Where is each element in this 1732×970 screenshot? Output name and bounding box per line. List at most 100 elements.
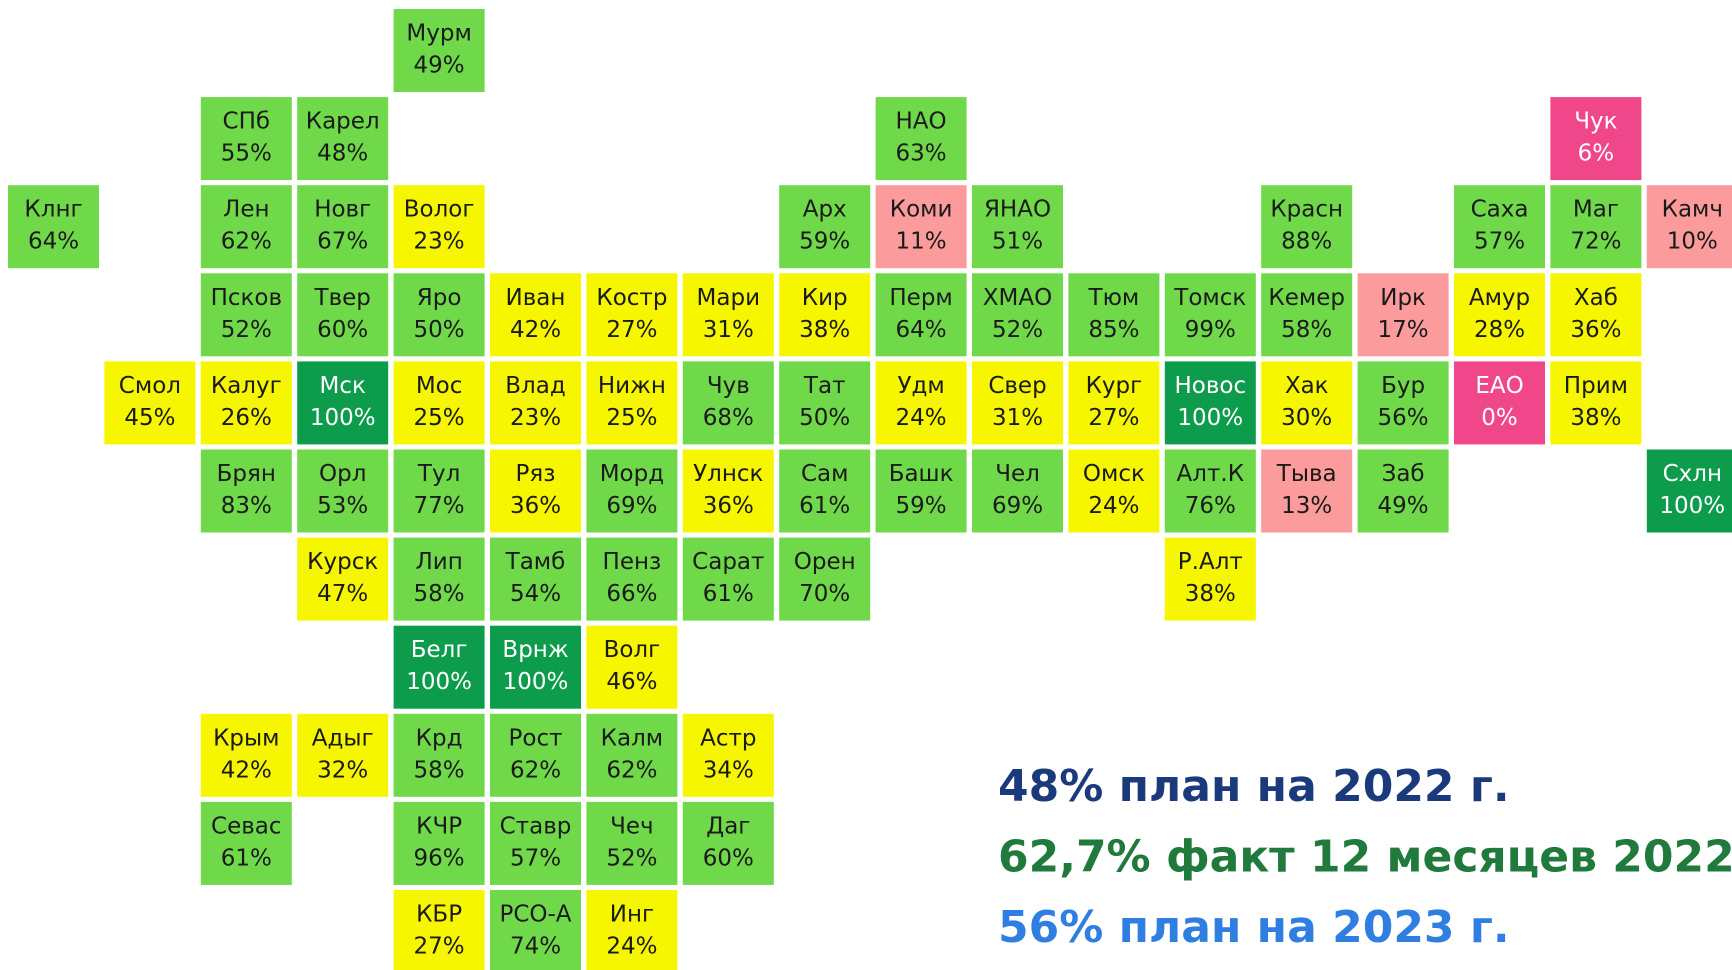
region-value: 58% (414, 757, 465, 783)
region-tile: Врнж 100% (490, 625, 581, 709)
region-tile: Новос 100% (1164, 361, 1256, 445)
tile-bg (1261, 273, 1353, 357)
tile-bg (972, 361, 1063, 445)
region-name: Даг (706, 813, 750, 839)
legend-note: 62,7% факт 12 месяцев 2022 г. (998, 832, 1732, 883)
tile-bg (1068, 361, 1160, 445)
region-tile: Камч 10% (1646, 185, 1732, 269)
region-value: 27% (1088, 405, 1139, 431)
region-tile: Влад 23% (490, 361, 581, 445)
region-tile: Инг 24% (586, 890, 678, 970)
region-tile: Улнск 36% (682, 449, 774, 533)
region-value: 64% (896, 317, 947, 343)
region-name: КЧР (416, 813, 462, 839)
region-tile: Курск 47% (297, 537, 389, 621)
region-tile: Ирк 17% (1357, 273, 1449, 357)
region-name: Псков (211, 285, 282, 311)
tile-bg (1261, 361, 1353, 445)
region-tile: Бур 56% (1357, 361, 1449, 445)
region-tile: Белг 100% (393, 625, 485, 709)
region-value: 50% (799, 405, 850, 431)
region-value: 62% (606, 757, 657, 783)
region-name: Астр (700, 725, 756, 751)
tile-bg (200, 801, 292, 885)
region-tile: Крым 42% (200, 713, 292, 797)
region-name: Прим (1564, 373, 1628, 399)
region-tile: Тат 50% (779, 361, 871, 445)
region-name: Тюм (1088, 285, 1140, 311)
region-name: Сам (801, 461, 849, 487)
region-tile: Удм 24% (875, 361, 967, 445)
region-tile: Пенз 66% (586, 537, 678, 621)
region-name: Тат (803, 373, 846, 399)
region-value: 88% (1281, 229, 1332, 255)
region-value: 38% (1185, 581, 1236, 607)
region-value: 49% (414, 53, 465, 79)
tile-bg (1357, 449, 1449, 533)
region-tile: Мск 100% (297, 361, 389, 445)
region-value: 10% (1667, 229, 1718, 255)
tile-bg (779, 185, 871, 269)
tile-bg (682, 537, 774, 621)
region-tile: Прим 38% (1550, 361, 1642, 445)
tile-bg (779, 273, 871, 357)
region-value: 36% (510, 493, 561, 519)
region-tile: Адыг 32% (297, 713, 389, 797)
region-name: Перм (889, 285, 952, 311)
region-name: Мос (416, 373, 463, 399)
region-tile: Лен 62% (200, 185, 292, 269)
tile-bg (490, 537, 581, 621)
tile-bg (393, 9, 485, 92)
region-name: Омск (1083, 461, 1145, 487)
region-tile: ХМАО 52% (972, 273, 1063, 357)
region-tile: Крд 58% (393, 713, 485, 797)
region-name: Амур (1469, 285, 1530, 311)
tile-bg (297, 537, 389, 621)
tile-bg (875, 97, 967, 181)
region-tile: Волг 46% (586, 625, 678, 709)
tile-bg (972, 449, 1063, 533)
legend-note: 56% план на 2023 г. (998, 902, 1510, 953)
tile-bg (490, 449, 581, 533)
tile-bg (779, 361, 871, 445)
region-name: Сарат (692, 549, 764, 575)
region-name: Тамб (505, 549, 566, 575)
region-value: 57% (510, 845, 561, 871)
region-value: 24% (896, 405, 947, 431)
region-tile: Чеч 52% (586, 801, 678, 885)
region-tile: Р.Алт 38% (1164, 537, 1256, 621)
region-value: 27% (606, 317, 657, 343)
region-tile: КЧР 96% (393, 801, 485, 885)
tile-bg (682, 361, 774, 445)
tile-bg (682, 801, 774, 885)
region-tile: Перм 64% (875, 273, 967, 357)
region-tile: Кург 27% (1068, 361, 1160, 445)
region-name: Инг (610, 902, 654, 928)
region-name: Камч (1662, 197, 1723, 223)
region-name: Лип (415, 549, 462, 575)
region-value: 30% (1281, 405, 1332, 431)
region-value: 31% (992, 405, 1043, 431)
tile-bg (1164, 273, 1256, 357)
region-name: Лен (223, 197, 269, 223)
region-name: РСО-А (499, 902, 571, 928)
region-name: Чук (1574, 109, 1617, 135)
region-tile: Кемер 58% (1261, 273, 1353, 357)
region-tile: Кир 38% (779, 273, 871, 357)
region-value: 54% (510, 581, 561, 607)
region-name: Улнск (693, 461, 763, 487)
region-value: 52% (992, 317, 1043, 343)
region-value: 68% (703, 405, 754, 431)
region-value: 31% (703, 317, 754, 343)
tile-bg (1261, 449, 1353, 533)
region-name: Кир (802, 285, 848, 311)
region-tile: Рост 62% (490, 713, 581, 797)
region-name: Кург (1086, 373, 1143, 399)
region-name: Белг (411, 637, 468, 663)
region-value: 59% (896, 493, 947, 519)
region-value: 11% (896, 229, 947, 255)
region-name: Яро (417, 285, 462, 311)
region-value: 100% (1659, 493, 1725, 519)
region-tile: Псков 52% (200, 273, 292, 357)
region-name: Брян (217, 461, 276, 487)
